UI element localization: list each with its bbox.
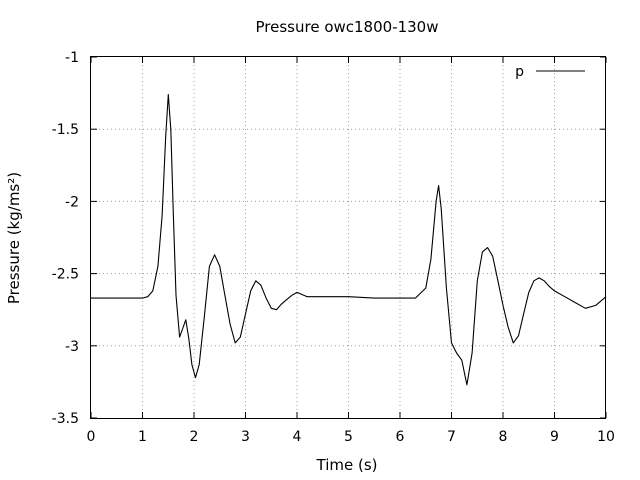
legend-label-p: p (515, 64, 524, 80)
y-tick-label: -1.5 (52, 122, 79, 138)
legend: p (515, 64, 585, 80)
series-layer (91, 93, 607, 386)
x-tick-label: 0 (87, 429, 96, 445)
y-tick-label: -1 (65, 50, 79, 66)
axis-ticks (90, 56, 607, 419)
series-line-p (91, 93, 607, 386)
x-tick-label: 6 (396, 429, 405, 445)
x-tick-label: 10 (597, 429, 615, 445)
plot-frame (90, 56, 606, 419)
x-tick-label: 2 (190, 429, 199, 445)
x-tick-label: 5 (344, 429, 353, 445)
x-axis-label: Time (s) (316, 456, 378, 474)
x-tick-label: 3 (241, 429, 250, 445)
x-tick-label: 8 (499, 429, 508, 445)
y-axis-label: Pressure (kg/ms²) (5, 172, 23, 304)
y-tick-label: -3.5 (52, 411, 79, 427)
x-tick-label: 4 (293, 429, 302, 445)
grid-lines (91, 57, 606, 418)
x-tick-label: 1 (138, 429, 147, 445)
y-tick-label: -2 (65, 194, 79, 210)
chart-title: Pressure owc1800-130w (256, 18, 439, 36)
x-tick-label: 9 (550, 429, 559, 445)
y-tick-label: -2.5 (52, 267, 79, 283)
tick-labels: 0 1 2 3 4 5 6 7 8 9 10 -1 -1.5 -2 -2.5 -3 -3.5 (52, 50, 615, 445)
x-tick-label: 7 (447, 429, 456, 445)
y-tick-label: -3 (65, 339, 79, 355)
